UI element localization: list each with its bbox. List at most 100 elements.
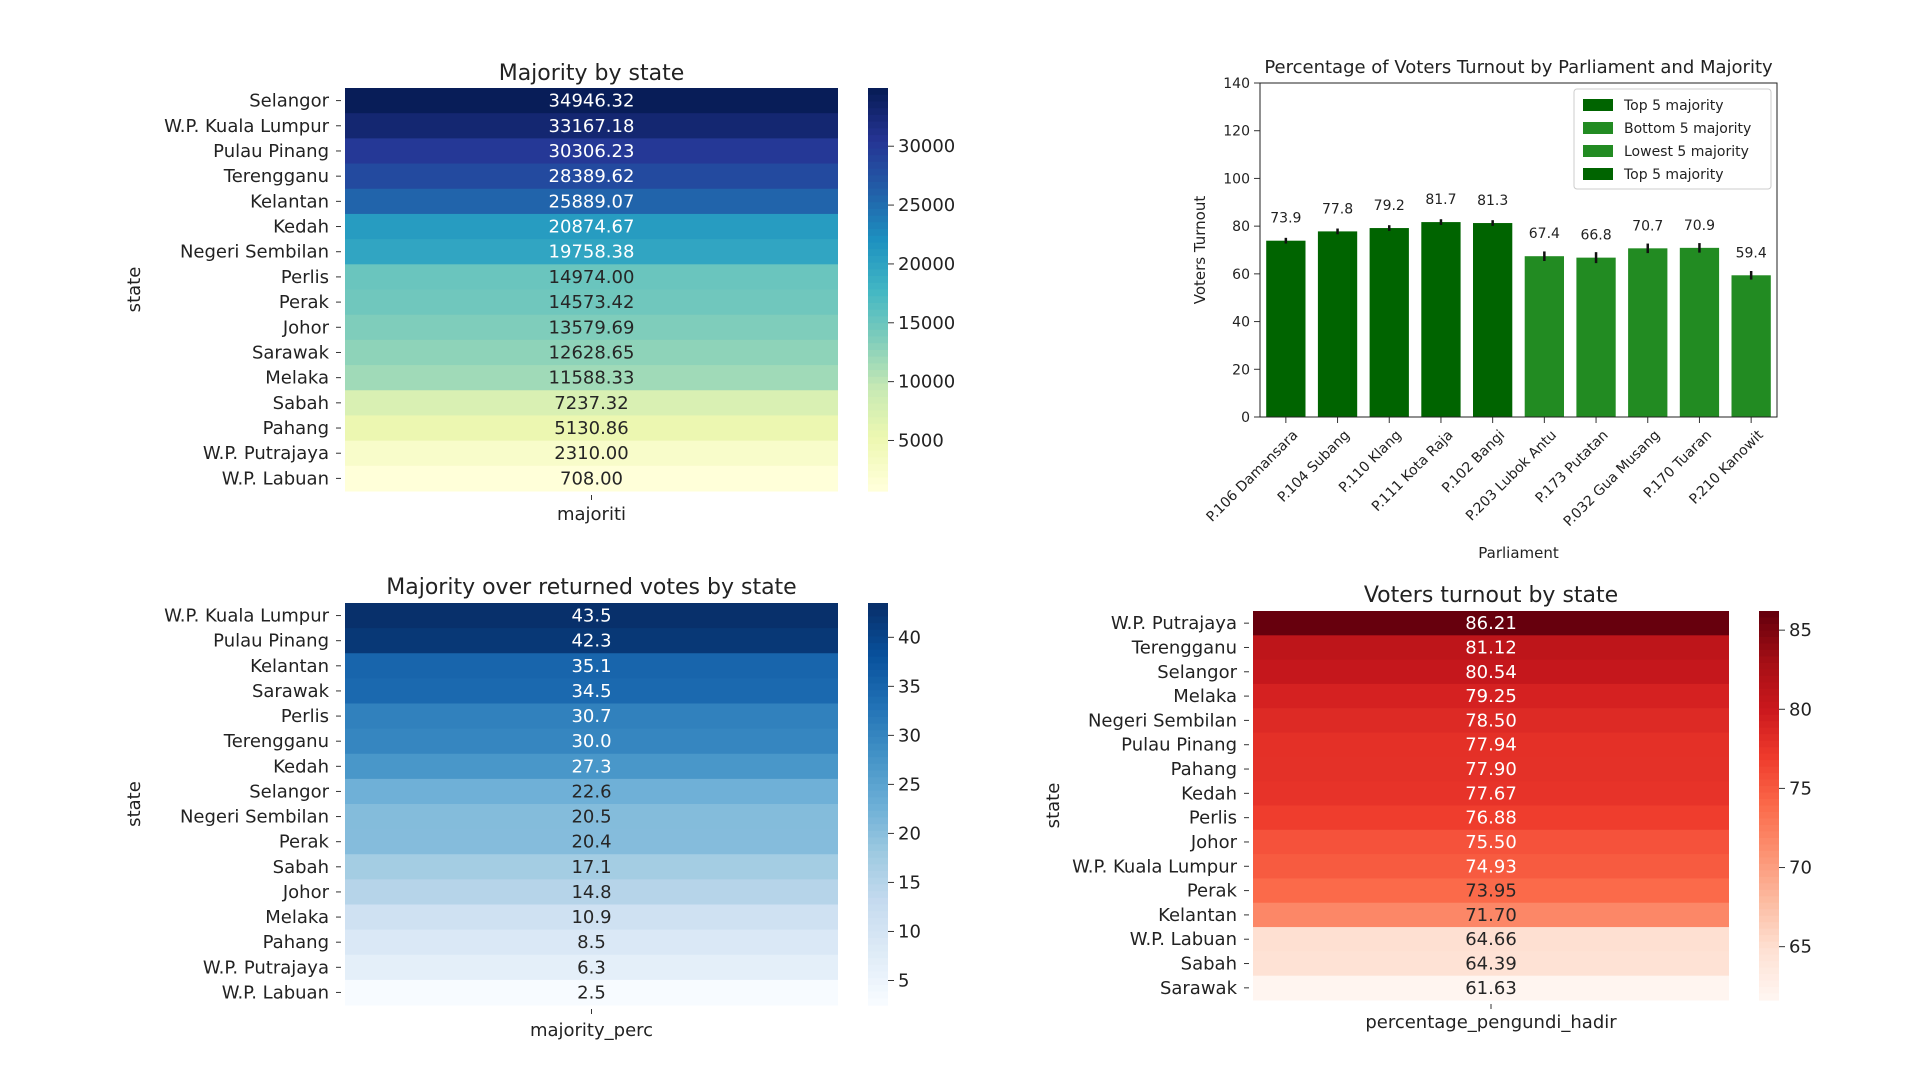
colorbar-segment — [868, 978, 888, 986]
state-tick-label: Sarawak — [1160, 978, 1238, 999]
cell-value-label: 42.3 — [571, 631, 611, 652]
state-tick-label: Perak — [1187, 881, 1238, 902]
colorbar-tick-label: 10 — [898, 921, 921, 942]
colorbar-segment — [868, 108, 888, 116]
chart-title: Majority by state — [499, 61, 685, 86]
cell-value-label: 64.66 — [1465, 929, 1517, 950]
heatmap-cell — [345, 188, 838, 215]
colorbar-segment — [1759, 727, 1779, 735]
colorbar-segment — [868, 390, 888, 398]
bar-value-label: 81.7 — [1425, 192, 1456, 208]
heatmap-cell — [345, 465, 838, 492]
colorbar-segment — [868, 951, 888, 959]
colorbar-segment — [868, 141, 888, 150]
heatmap-cell — [345, 113, 838, 139]
colorbar-segment — [868, 202, 888, 210]
colorbar-segment — [1759, 708, 1779, 716]
bar — [1628, 248, 1668, 417]
colorbar-segment — [868, 484, 888, 492]
cell-value-label: 81.12 — [1465, 637, 1517, 658]
colorbar-segment — [868, 135, 888, 143]
heatmap-cell — [1253, 805, 1729, 831]
colorbar-segment — [868, 356, 888, 364]
state-tick-label: Perak — [279, 292, 330, 313]
state-tick-label: Pahang — [263, 418, 329, 439]
colorbar-segment — [1759, 844, 1779, 852]
state-tick-label: Negeri Sembilan — [1088, 710, 1237, 731]
colorbar-segment — [868, 857, 888, 865]
colorbar-segment — [1759, 773, 1779, 781]
colorbar-tick-label: 30000 — [898, 136, 955, 157]
colorbar-segment — [868, 437, 888, 445]
colorbar-segment — [868, 958, 888, 966]
bar — [1421, 222, 1461, 417]
cell-value-label: 78.50 — [1465, 710, 1517, 731]
cell-value-label: 20.5 — [571, 807, 611, 828]
colorbar-segment — [868, 636, 888, 644]
heatmap-cell — [1253, 635, 1729, 661]
colorbar-segment — [868, 643, 888, 651]
state-tick-label: Pulau Pinang — [213, 631, 329, 652]
colorbar-segment — [868, 242, 888, 250]
colorbar-segment — [1759, 889, 1779, 897]
x-axis-label: percentage_pengundi_hadir — [1365, 1012, 1617, 1033]
y-axis-label: state — [1043, 783, 1064, 829]
colorbar-tick-label: 20 — [898, 823, 921, 844]
chart-title: Voters turnout by state — [1364, 583, 1618, 608]
colorbar-segment — [868, 450, 888, 459]
colorbar-segment — [1759, 850, 1779, 858]
heatmap-cell — [345, 904, 838, 931]
legend-entry-label: Bottom 5 majority — [1624, 121, 1751, 137]
colorbar-segment — [868, 676, 888, 684]
heatmap-cell — [345, 415, 838, 442]
cell-value-label: 28389.62 — [549, 166, 635, 187]
heatmap-cell — [1253, 951, 1729, 977]
colorbar-segment — [1759, 799, 1779, 807]
colorbar-segment — [868, 770, 888, 778]
state-tick-label: Selangor — [249, 781, 329, 802]
chart-title: Percentage of Voters Turnout by Parliame… — [1264, 57, 1773, 78]
state-tick-label: Johor — [282, 317, 330, 338]
majority-over-returned-votes-heatmap: Majority over returned votes by state 43.… — [124, 575, 921, 1041]
colorbar-segment — [868, 208, 888, 217]
colorbar-segment — [868, 623, 888, 631]
colorbar-segment — [868, 690, 888, 698]
colorbar-segment — [868, 88, 888, 96]
colorbar-tick-label: 75 — [1789, 778, 1812, 799]
state-tick-label: Kedah — [1181, 783, 1237, 804]
colorbar-segment — [868, 750, 888, 758]
heatmap-cell — [345, 289, 838, 316]
colorbar-segment — [868, 195, 888, 203]
bar-value-label: 59.4 — [1736, 245, 1767, 261]
colorbar-segment — [1759, 643, 1779, 651]
cell-value-label: 10.9 — [571, 907, 611, 928]
heatmap-cell — [1253, 854, 1729, 879]
colorbar-segment — [1759, 786, 1779, 794]
cell-value-label: 30306.23 — [549, 141, 635, 162]
heatmap-cell — [1253, 732, 1729, 758]
heatmap-cell — [345, 138, 838, 165]
bar — [1524, 256, 1564, 417]
colorbar-segment — [868, 430, 888, 438]
heatmap-cell — [345, 314, 838, 341]
colorbar-segment — [1759, 623, 1779, 632]
colorbar-tick-label: 25000 — [898, 195, 955, 216]
heatmap-cell — [1253, 829, 1729, 855]
colorbar-segment — [868, 629, 888, 638]
heatmap-cell — [1253, 756, 1729, 782]
state-tick-label: Negeri Sembilan — [180, 242, 329, 263]
state-tick-label: W.P. Putrajaya — [1111, 613, 1237, 634]
state-tick-label: Pulau Pinang — [1121, 735, 1237, 756]
colorbar-segment — [1759, 935, 1779, 943]
colorbar-segment — [868, 737, 888, 745]
state-tick-label: W.P. Kuala Lumpur — [1072, 856, 1238, 877]
cell-value-label: 12628.65 — [549, 342, 635, 363]
colorbar-segment — [1759, 662, 1779, 670]
cell-value-label: 30.7 — [571, 706, 611, 727]
cell-value-label: 2.5 — [577, 982, 606, 1003]
cell-value-label: 20.4 — [571, 832, 611, 853]
cell-value-label: 7237.32 — [554, 393, 628, 414]
heatmap-cell — [1253, 708, 1729, 734]
cell-value-label: 74.93 — [1465, 856, 1517, 877]
chart-title: Majority over returned votes by state — [386, 575, 796, 600]
